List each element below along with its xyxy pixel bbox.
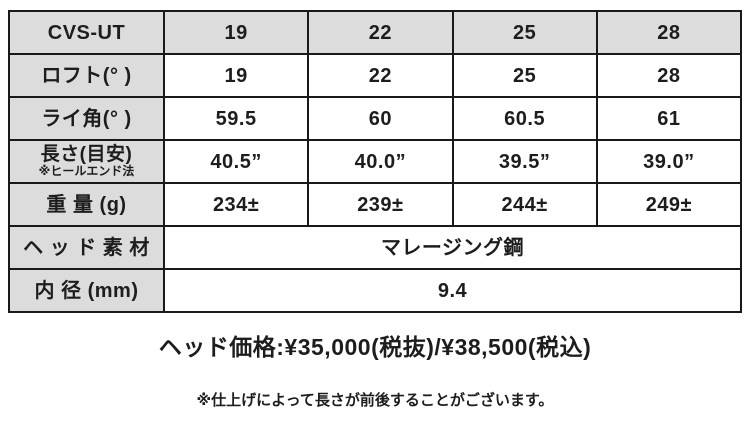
spec-sheet: CVS-UT 19 22 25 28 ロフト(° ) 19 22 25 28 ラ… [0,10,750,433]
spec-cell: 249± [595,182,743,227]
head-material-value-cell: マレージング鋼 [163,225,742,270]
table-row-head-material: ヘ ッ ド 素 材 マレージング鋼 [8,225,742,270]
row-label-head-material: ヘ ッ ド 素 材 [8,225,165,270]
model-name-cell: CVS-UT [8,10,165,55]
spec-cell: 40.5” [162,139,310,184]
spec-cell: 61 [595,96,743,141]
footnote: ※仕上げによって長さが前後することがございます。 [196,392,554,409]
row-label-weight: 重 量 (g) [8,182,165,227]
spec-cell: 25 [451,53,598,98]
spec-cell: 19 [162,53,310,98]
inner-diameter-value-cell: 9.4 [163,268,742,313]
spec-cell: 60 [307,96,454,141]
row-label-inner-diameter: 内 径 (mm) [8,268,165,313]
spec-cell: 244± [451,182,598,227]
spec-cell: 59.5 [162,96,310,141]
row-label-lie-angle: ライ角(° ) [8,96,165,141]
table-row-lie-angle: ライ角(° ) 59.5 60 60.5 61 [8,96,743,141]
spec-table: CVS-UT 19 22 25 28 ロフト(° ) 19 22 25 28 ラ… [8,10,743,313]
spec-cell: 40.0” [307,139,454,184]
row-label-length-main: 長さ(目安) [40,143,133,165]
spec-cell: 234± [162,182,310,227]
table-row-weight: 重 量 (g) 234± 239± 244± 249± [8,182,743,227]
price-line: ヘッド価格:¥35,000(税抜)/¥38,500(税込) [158,334,592,360]
row-label-loft: ロフト(° ) [8,53,165,98]
spec-cell: 239± [307,182,454,227]
table-row-loft: ロフト(° ) 19 22 25 28 [8,53,743,98]
spec-cell: 28 [595,53,743,98]
spec-table-header-row: CVS-UT 19 22 25 28 [8,10,743,55]
header-value-cell: 25 [451,10,598,55]
table-row-length: 長さ(目安) ※ヒールエンド法 40.5” 40.0” 39.5” 39.0” [8,139,743,184]
spec-cell: 22 [307,53,454,98]
spec-cell: 39.0” [595,139,743,184]
row-label-length-sub: ※ヒールエンド法 [38,163,135,178]
header-value-cell: 19 [162,10,310,55]
spec-cell: 39.5” [451,139,598,184]
spec-cell: 60.5 [451,96,598,141]
header-value-cell: 28 [595,10,743,55]
header-value-cell: 22 [307,10,454,55]
row-label-length: 長さ(目安) ※ヒールエンド法 [8,139,165,184]
table-row-inner-diameter: 内 径 (mm) 9.4 [8,268,742,313]
